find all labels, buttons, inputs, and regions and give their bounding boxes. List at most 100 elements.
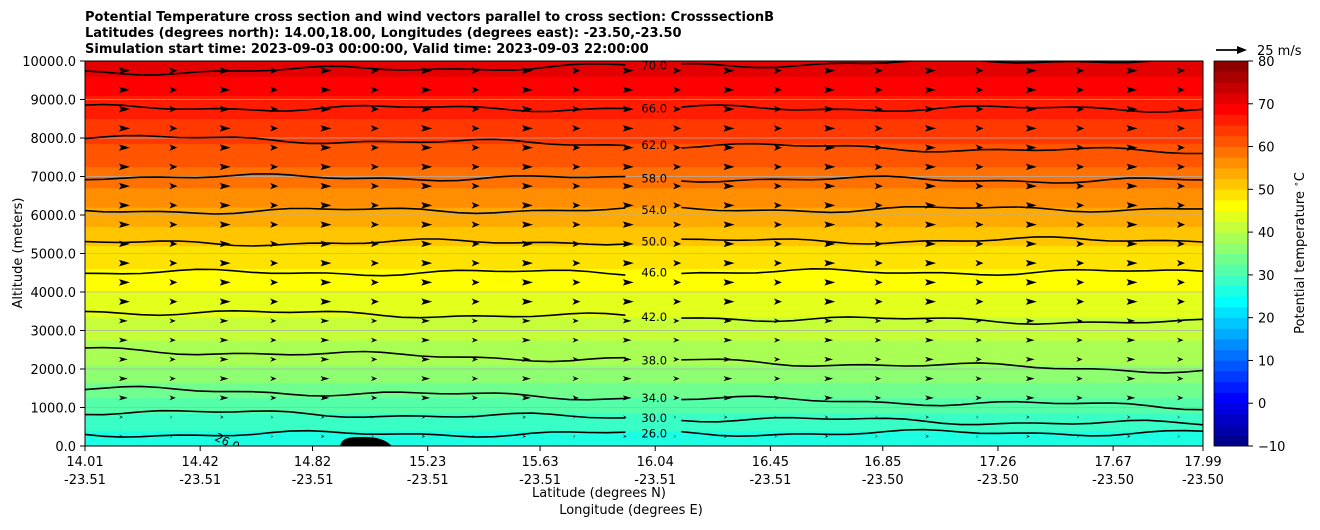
field-band bbox=[85, 364, 1203, 368]
field-band bbox=[85, 164, 1203, 168]
contour-label: 50.0 bbox=[641, 235, 667, 249]
wind-vector bbox=[219, 163, 231, 171]
wind-vector bbox=[1076, 86, 1085, 94]
field-band bbox=[85, 237, 1203, 241]
contour-line bbox=[681, 428, 1203, 438]
wind-vector bbox=[119, 144, 130, 151]
wind-vector bbox=[824, 259, 836, 267]
x-tick-label-lon: -23.51 bbox=[292, 473, 334, 488]
wind-vector bbox=[572, 259, 581, 267]
wind-vector bbox=[874, 356, 882, 362]
wind-vector bbox=[1076, 434, 1080, 439]
wind-vector bbox=[925, 337, 934, 343]
wind-vector bbox=[975, 279, 984, 286]
wind-vector bbox=[1177, 415, 1180, 420]
wind-vector bbox=[824, 395, 834, 401]
wind-vector bbox=[1025, 125, 1037, 132]
contour-line bbox=[681, 206, 1203, 214]
field-band bbox=[85, 193, 1203, 197]
colorbar-band bbox=[1214, 371, 1248, 383]
wind-vector bbox=[1126, 240, 1138, 248]
field-band bbox=[85, 361, 1203, 364]
wind-vector bbox=[169, 318, 176, 324]
wind-vector bbox=[622, 279, 634, 286]
wind-vector bbox=[874, 86, 883, 94]
wind-vector bbox=[1177, 125, 1185, 132]
wind-vector bbox=[320, 279, 332, 286]
contour-line bbox=[85, 409, 626, 419]
field-band bbox=[85, 270, 1203, 274]
colorbar-band bbox=[1214, 178, 1248, 190]
contour-line bbox=[681, 358, 1203, 374]
wind-vector bbox=[975, 86, 984, 94]
wind-vector bbox=[421, 337, 431, 343]
field-band bbox=[85, 108, 1203, 112]
colorbar-band bbox=[1214, 103, 1248, 115]
field-band bbox=[85, 434, 1203, 437]
wind-vector bbox=[673, 125, 682, 132]
contour-line bbox=[85, 134, 626, 147]
field-band bbox=[85, 368, 1203, 372]
x-tick-label-lon: -23.51 bbox=[519, 473, 561, 488]
y-tick-label: 7000.0 bbox=[31, 171, 77, 186]
wind-vector bbox=[471, 221, 480, 228]
wind-vector bbox=[673, 279, 682, 286]
colorbar-band bbox=[1214, 242, 1248, 254]
x-tick-label-lon: -23.51 bbox=[64, 473, 106, 488]
field-band bbox=[85, 280, 1203, 283]
wind-vector bbox=[1177, 144, 1185, 151]
wind-vector bbox=[874, 163, 883, 171]
field-band bbox=[85, 416, 1203, 420]
wind-vector bbox=[1177, 67, 1185, 74]
contour-line bbox=[681, 175, 1203, 184]
wind-vector bbox=[723, 67, 735, 74]
field-band bbox=[85, 106, 1203, 110]
wind-vector bbox=[622, 240, 634, 248]
field-band bbox=[85, 230, 1203, 233]
wind-vector bbox=[169, 221, 178, 228]
wind-vector bbox=[522, 434, 526, 439]
contour-line bbox=[85, 103, 626, 113]
wind-vector bbox=[1025, 298, 1037, 305]
wind-vector bbox=[169, 376, 176, 382]
wind-vector bbox=[1076, 259, 1085, 267]
wind-vector bbox=[1177, 182, 1185, 190]
wind-vector bbox=[925, 318, 934, 324]
field-band bbox=[85, 201, 1203, 204]
field-band bbox=[85, 110, 1203, 114]
wind-vector bbox=[270, 182, 279, 190]
field-band bbox=[85, 156, 1203, 160]
field-band bbox=[85, 249, 1203, 252]
field-band bbox=[85, 116, 1203, 120]
colorbar-band bbox=[1214, 317, 1248, 329]
wind-vector bbox=[270, 259, 279, 267]
field-band bbox=[85, 205, 1203, 208]
wind-vector bbox=[824, 182, 836, 190]
field-band bbox=[85, 436, 1203, 439]
wind-vector bbox=[219, 221, 231, 228]
wind-vector bbox=[522, 125, 534, 132]
field-band bbox=[85, 168, 1203, 172]
contour-line bbox=[681, 61, 1157, 69]
field-band bbox=[85, 253, 1203, 256]
field-band bbox=[85, 439, 1203, 443]
wind-vector bbox=[270, 221, 279, 228]
wind-vector bbox=[773, 86, 782, 94]
wind-vector bbox=[1177, 240, 1185, 248]
horizontal-gridlines bbox=[85, 99, 1203, 408]
field-band bbox=[85, 120, 1203, 123]
contour-line bbox=[85, 172, 626, 182]
wind-vector bbox=[1177, 376, 1184, 382]
wind-vector bbox=[874, 415, 878, 420]
wind-vector bbox=[773, 434, 777, 439]
wind-vector bbox=[925, 395, 934, 401]
field-band bbox=[85, 424, 1203, 428]
field-band bbox=[85, 393, 1203, 397]
field-band bbox=[85, 276, 1203, 279]
wind-vector bbox=[1025, 240, 1037, 248]
wind-vector bbox=[522, 221, 534, 228]
wind-vector bbox=[975, 202, 984, 209]
field-band bbox=[85, 210, 1203, 214]
wind-vector bbox=[169, 240, 178, 248]
field-band bbox=[85, 438, 1203, 441]
